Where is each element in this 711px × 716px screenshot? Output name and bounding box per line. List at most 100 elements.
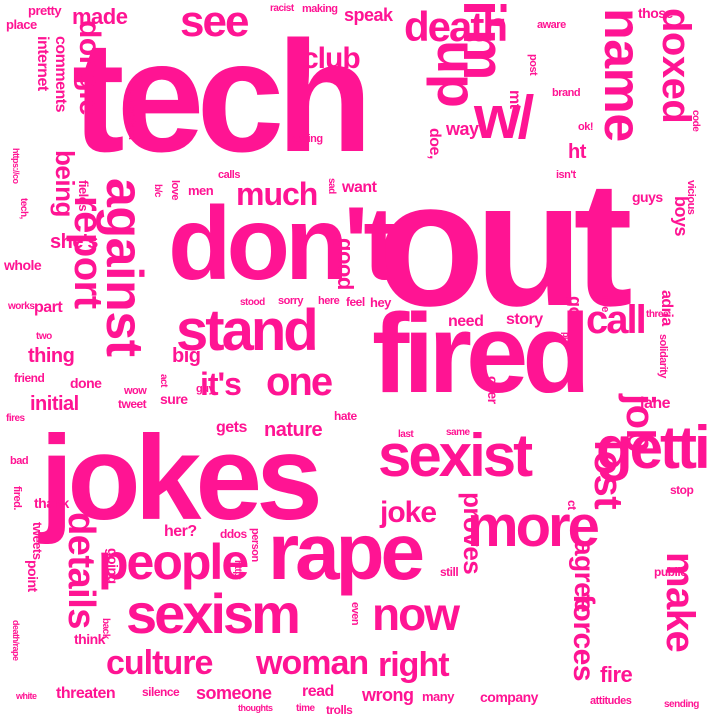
cloud-word: way	[446, 119, 479, 139]
cloud-word: want	[342, 179, 377, 196]
cloud-word: fire	[600, 662, 633, 687]
cloud-word: point	[25, 560, 41, 592]
cloud-word: fires	[6, 413, 25, 424]
cloud-word: code	[690, 110, 701, 132]
cloud-word: see	[180, 0, 249, 46]
cloud-word: sad	[326, 178, 337, 194]
cloud-word: fired	[372, 291, 591, 416]
cloud-word: love	[169, 180, 181, 201]
cloud-word: works	[8, 301, 35, 312]
cloud-word: isn't	[556, 169, 576, 181]
cloud-word: still	[440, 565, 459, 579]
cloud-word: good	[333, 238, 358, 290]
cloud-word: think	[74, 631, 105, 647]
cloud-word: solidarity	[657, 334, 669, 378]
cloud-word: tech,	[18, 198, 29, 219]
cloud-word: doxed	[654, 8, 698, 124]
cloud-word: guy	[196, 383, 215, 395]
cloud-word: last	[398, 429, 414, 440]
cloud-word: it's	[200, 366, 242, 402]
cloud-word: internet	[34, 36, 51, 91]
cloud-word: tech	[72, 9, 373, 185]
cloud-word: attitudes	[590, 695, 632, 707]
cloud-word: people	[98, 534, 249, 590]
cloud-word: post	[527, 54, 539, 76]
cloud-word: stop	[670, 483, 694, 497]
cloud-word: aware	[537, 19, 566, 31]
cloud-word: stand	[176, 298, 319, 363]
cloud-word: fields	[76, 180, 91, 211]
cloud-word: now	[372, 588, 460, 640]
cloud-word: thoughts	[238, 703, 273, 713]
cloud-word: guys	[632, 189, 663, 205]
cloud-word: call	[586, 298, 647, 342]
cloud-word: story	[506, 311, 543, 328]
cloud-word: jane	[640, 395, 671, 412]
cloud-word: nature	[264, 419, 323, 441]
cloud-word: sexism	[126, 582, 301, 645]
cloud-word: http:	[232, 560, 243, 580]
cloud-word: much	[236, 176, 318, 212]
cloud-word: pretty	[28, 3, 62, 18]
cloud-word: thank	[34, 495, 69, 511]
cloud-word: same	[446, 427, 470, 438]
cloud-word: someone	[196, 683, 272, 703]
cloud-word: trolls	[326, 703, 353, 716]
cloud-word: wrong	[362, 685, 414, 705]
cloud-word: wow	[124, 385, 147, 397]
cloud-word: jokes	[40, 411, 323, 545]
cloud-word: hey	[370, 295, 391, 310]
cloud-word: sure	[160, 391, 188, 407]
cloud-word: club	[302, 42, 361, 75]
cloud-word: public	[654, 565, 687, 579]
cloud-word: joke	[380, 496, 437, 529]
cloud-word: read	[302, 683, 334, 700]
cloud-word: tweet	[118, 397, 147, 411]
cloud-word: brand	[552, 87, 581, 99]
cloud-word: threaten	[56, 685, 116, 702]
cloud-word: sexist	[378, 422, 533, 489]
cloud-word: woman	[256, 644, 369, 682]
cloud-word: getting	[596, 414, 711, 481]
cloud-word: doe,	[426, 128, 443, 159]
cloud-word: those	[638, 5, 673, 21]
cloud-word: company	[480, 689, 538, 705]
cloud-word: more	[467, 494, 600, 559]
cloud-word: part	[34, 299, 63, 316]
cloud-word: need	[448, 313, 484, 330]
cloud-word: being	[50, 150, 80, 217]
cloud-word: going	[105, 548, 121, 584]
cloud-word: made	[72, 4, 128, 29]
cloud-word: rape	[268, 507, 425, 596]
cloud-word: gets	[216, 419, 247, 436]
cloud-word: making	[302, 3, 338, 15]
cloud-word: silence	[142, 685, 180, 699]
cloud-word: whole	[4, 257, 42, 273]
cloud-word: proves	[458, 492, 488, 575]
cloud-word: person	[249, 528, 261, 562]
cloud-word: speak	[344, 5, 393, 25]
cloud-word: one	[266, 360, 333, 404]
cloud-word: daring	[292, 133, 323, 145]
cloud-word: put	[561, 332, 571, 345]
cloud-word: right	[378, 646, 450, 684]
cloud-word: culture	[106, 644, 213, 682]
cloud-word: done	[70, 375, 102, 391]
cloud-word: go	[565, 296, 585, 317]
cloud-word: death	[404, 3, 508, 50]
cloud-word: w/	[474, 84, 534, 151]
cloud-word: place	[6, 17, 37, 32]
cloud-word: ddos	[220, 527, 247, 541]
cloud-word: friend	[14, 371, 45, 385]
cloud-word: stood	[240, 297, 265, 308]
cloud-word: time	[296, 703, 315, 714]
cloud-word: three	[646, 309, 668, 320]
cloud-word: don't	[168, 186, 398, 302]
cloud-word: white	[16, 691, 37, 701]
cloud-word: big	[172, 345, 201, 367]
cloud-word: her?	[164, 523, 197, 540]
cloud-word: forces	[567, 594, 600, 682]
cloud-word: sending	[664, 699, 699, 710]
cloud-word: name	[593, 8, 651, 142]
